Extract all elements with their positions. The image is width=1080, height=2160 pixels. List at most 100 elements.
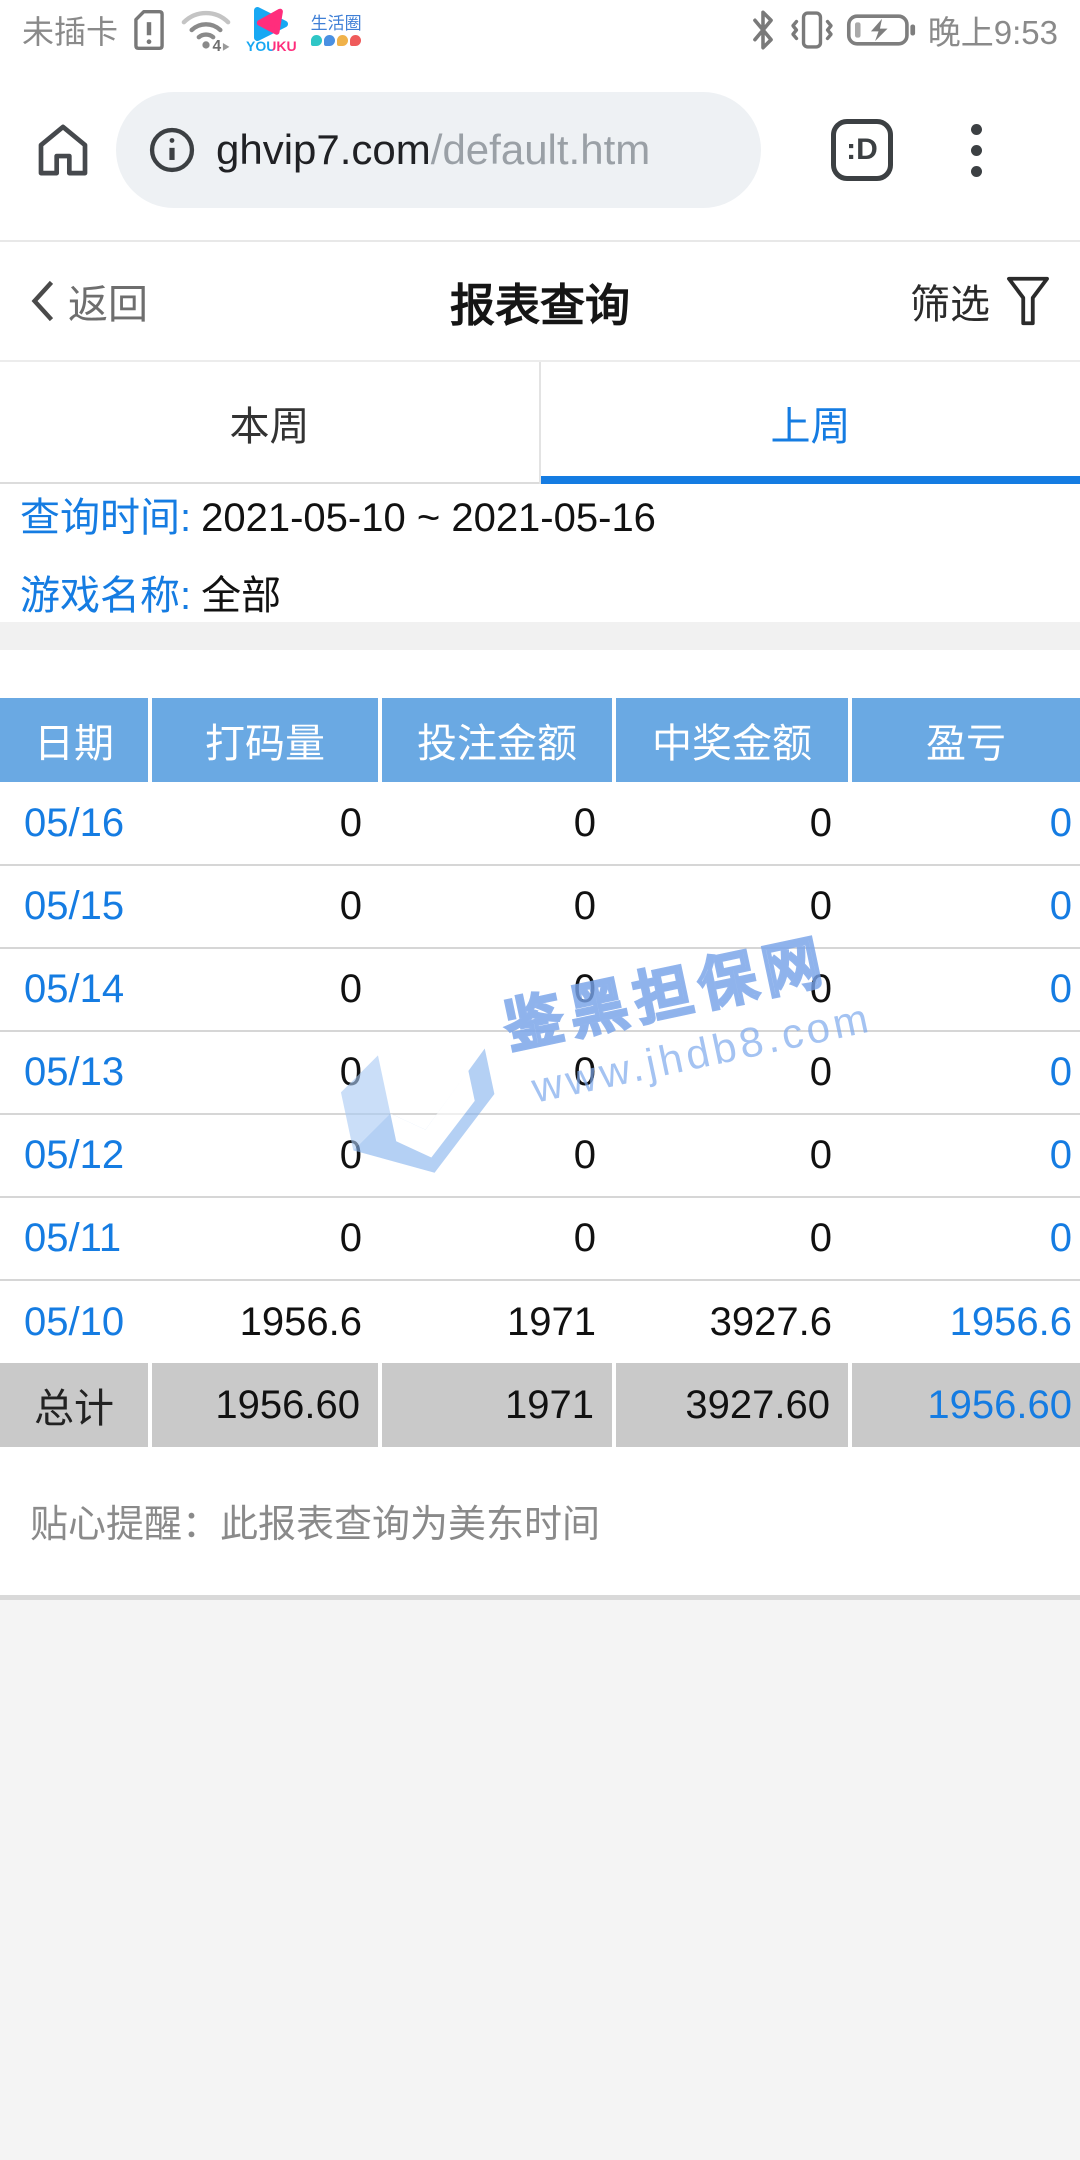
- value-cell: 0: [614, 1197, 850, 1281]
- profit-cell: 0: [850, 1197, 1080, 1281]
- value-cell: 0: [150, 1031, 380, 1115]
- value-cell: 0: [380, 1031, 614, 1115]
- timezone-note: 贴心提醒：此报表查询为美东时间: [30, 1504, 601, 1546]
- query-time-value: 2021-05-10 ~ 2021-05-16: [201, 496, 656, 540]
- query-time-line: 查询时间: 2021-05-10 ~ 2021-05-16: [20, 485, 1080, 543]
- note-section: 贴心提醒：此报表查询为美东时间: [0, 1447, 1080, 1595]
- value-cell: 0: [614, 865, 850, 949]
- overflow-menu-icon[interactable]: [971, 123, 982, 177]
- life-circle-dots: [311, 34, 362, 46]
- profit-cell: 1956.6: [850, 1280, 1080, 1363]
- column-header: 中奖金额: [614, 698, 852, 782]
- footer-divider: [0, 1595, 1080, 1600]
- funnel-icon: [1007, 276, 1049, 326]
- page-header: 返回 报表查询 筛选: [0, 240, 1080, 360]
- info-icon[interactable]: [146, 124, 198, 176]
- table-row: 05/14 0 0 0 0: [0, 948, 1080, 1032]
- table-total-row: 总计 1956.60 1971 3927.60 1956.60: [0, 1363, 1080, 1447]
- status-bar-right: 晚上9:53: [748, 6, 1058, 54]
- value-cell: 0: [380, 782, 614, 866]
- svg-text:4: 4: [213, 38, 222, 53]
- date-link[interactable]: 05/14: [0, 948, 150, 1032]
- game-name-value: 全部: [201, 574, 282, 618]
- filter-button[interactable]: 筛选: [910, 272, 1052, 330]
- profit-cell: 0: [850, 865, 1080, 949]
- browser-toolbar: ghvip7.com/default.htm :D: [0, 60, 1080, 240]
- sim-warning-icon: [132, 9, 166, 51]
- column-header: 投注金额: [380, 698, 616, 782]
- column-header: 日期: [0, 698, 152, 782]
- table-row: 05/15 0 0 0 0: [0, 865, 1080, 949]
- life-circle-label: 生活圈: [310, 13, 362, 33]
- battery-charging-icon: [846, 10, 918, 50]
- column-header: 盈亏: [850, 698, 1080, 782]
- report-table-head: 日期 打码量 投注金额 中奖金额 盈亏: [0, 698, 1080, 782]
- total-value-cell: 3927.60: [614, 1363, 852, 1447]
- url-bar[interactable]: ghvip7.com/default.htm: [116, 92, 761, 208]
- report-table-body: 05/16 0 0 0 0 05/15 0 0 0 0 05/14 0 0 0 0 05/13 0 0 0 0 05/1…: [0, 782, 1080, 1363]
- total-profit-cell: 1956.60: [850, 1363, 1080, 1447]
- report-table-foot: 总计 1956.60 1971 3927.60 1956.60: [0, 1363, 1080, 1447]
- profit-cell: 0: [850, 948, 1080, 1032]
- back-label: 返回: [68, 283, 148, 327]
- total-value-cell: 1956.60: [150, 1363, 382, 1447]
- tab-last-week[interactable]: 上周: [541, 362, 1080, 484]
- column-header: 打码量: [150, 698, 382, 782]
- game-name-line: 游戏名称: 全部: [20, 563, 1080, 621]
- date-link[interactable]: 05/15: [0, 865, 150, 949]
- report-table-head-row: 日期 打码量 投注金额 中奖金额 盈亏: [0, 698, 1080, 782]
- table-row: 05/11 0 0 0 0: [0, 1197, 1080, 1281]
- table-row: 05/16 0 0 0 0: [0, 782, 1080, 866]
- url-host: ghvip7.com: [216, 126, 431, 173]
- tab-this-week[interactable]: 本周: [0, 362, 541, 484]
- table-top-gap: [0, 650, 1080, 698]
- back-button[interactable]: 返回: [28, 272, 148, 330]
- status-bar: 未插卡 4 YOUKU 生: [0, 0, 1080, 60]
- home-icon[interactable]: [30, 117, 96, 183]
- vibrate-icon: [788, 8, 836, 52]
- value-cell: 0: [380, 865, 614, 949]
- value-cell: 0: [150, 948, 380, 1032]
- query-info: 查询时间: 2021-05-10 ~ 2021-05-16 游戏名称: 全部: [0, 484, 1080, 622]
- game-name-label: 游戏名称:: [20, 574, 192, 618]
- report-table: 日期 打码量 投注金额 中奖金额 盈亏 05/16 0 0 0 0 05/15 0 0 0 0 05/14 0…: [0, 698, 1080, 1447]
- value-cell: 0: [150, 1114, 380, 1198]
- value-cell: 1956.6: [150, 1280, 380, 1363]
- date-link[interactable]: 05/10: [0, 1280, 150, 1363]
- url-text[interactable]: ghvip7.com/default.htm: [216, 126, 650, 174]
- youku-label: YOUKU: [246, 38, 297, 54]
- footer-area: [0, 1600, 1080, 2160]
- profit-cell: 0: [850, 1031, 1080, 1115]
- value-cell: 0: [150, 865, 380, 949]
- table-row: 05/12 0 0 0 0: [0, 1114, 1080, 1198]
- date-link[interactable]: 05/16: [0, 782, 150, 866]
- total-label: 总计: [0, 1363, 152, 1447]
- table-row: 05/13 0 0 0 0: [0, 1031, 1080, 1115]
- value-cell: 0: [380, 1114, 614, 1198]
- value-cell: 0: [614, 948, 850, 1032]
- page-title: 报表查询: [449, 279, 631, 331]
- profit-cell: 0: [850, 1114, 1080, 1198]
- total-value-cell: 1971: [380, 1363, 616, 1447]
- value-cell: 0: [380, 948, 614, 1032]
- carrier-label: 未插卡: [22, 14, 119, 50]
- youku-icon: YOUKU: [246, 7, 297, 53]
- date-link[interactable]: 05/13: [0, 1031, 150, 1115]
- value-cell: 3927.6: [614, 1280, 850, 1363]
- table-row: 05/10 1956.6 1971 3927.6 1956.6: [0, 1280, 1080, 1363]
- bluetooth-icon: [748, 9, 778, 51]
- wifi-icon: 4: [180, 7, 232, 53]
- date-link[interactable]: 05/12: [0, 1114, 150, 1198]
- url-path: /default.htm: [430, 126, 651, 173]
- value-cell: 0: [614, 782, 850, 866]
- value-cell: 0: [150, 1197, 380, 1281]
- date-link[interactable]: 05/11: [0, 1197, 150, 1281]
- tab-switcher-icon[interactable]: :D: [831, 119, 893, 181]
- week-tabs: 本周 上周: [0, 360, 1080, 484]
- filter-label: 筛选: [910, 283, 990, 327]
- query-time-label: 查询时间:: [20, 496, 192, 540]
- value-cell: 0: [380, 1197, 614, 1281]
- chevron-left-icon: [31, 280, 54, 322]
- value-cell: 1971: [380, 1280, 614, 1363]
- value-cell: 0: [150, 782, 380, 866]
